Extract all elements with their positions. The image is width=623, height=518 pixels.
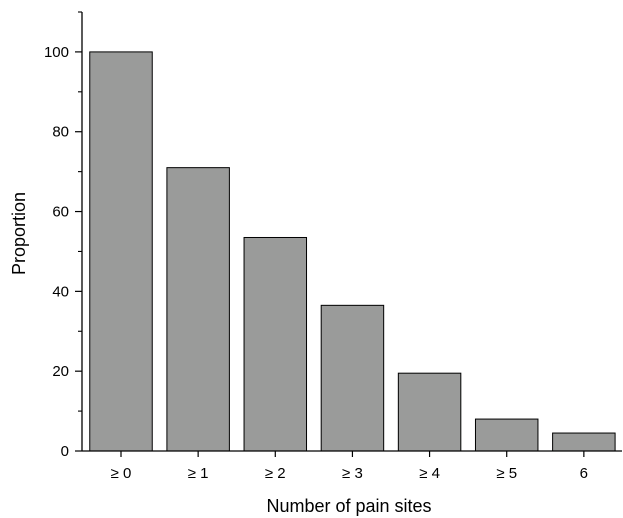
y-tick-label: 100 bbox=[44, 44, 69, 61]
y-tick-label: 20 bbox=[52, 363, 69, 380]
bar-2 bbox=[243, 236, 308, 452]
bar-4 bbox=[397, 372, 462, 452]
x-axis-title: Number of pain sites bbox=[266, 496, 431, 516]
x-tick-label: ≥ 1 bbox=[188, 465, 209, 482]
bar-6 bbox=[552, 432, 616, 452]
y-axis-title: Proportion bbox=[9, 192, 29, 275]
bar-1 bbox=[166, 167, 230, 452]
y-tick-label: 60 bbox=[52, 204, 69, 221]
y-tick-label: 80 bbox=[52, 124, 69, 141]
bar-3 bbox=[320, 304, 385, 452]
x-ticks-group: ≥ 0 ≥ 1 ≥ 2 ≥ 3 ≥ 4 ≥ 5 6 bbox=[111, 451, 588, 482]
x-tick-label: ≥ 3 bbox=[342, 465, 363, 482]
x-tick-label: ≥ 2 bbox=[265, 465, 286, 482]
bar-0 bbox=[89, 51, 153, 452]
bars-group bbox=[89, 51, 616, 452]
y-tick-label: 0 bbox=[61, 443, 69, 460]
x-tick-label: ≥ 5 bbox=[496, 465, 517, 482]
bar-5 bbox=[474, 418, 539, 452]
y-tick-label: 40 bbox=[52, 283, 69, 300]
x-tick-label: ≥ 4 bbox=[419, 465, 440, 482]
x-tick-label: 6 bbox=[580, 465, 588, 482]
x-tick-label: ≥ 0 bbox=[111, 465, 132, 482]
y-ticks-group: 0 20 40 60 80 100 bbox=[44, 11, 82, 460]
